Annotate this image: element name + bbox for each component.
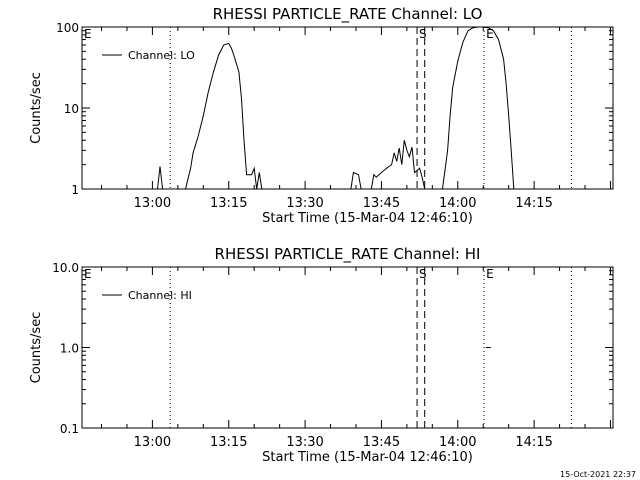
panel1-xtick-label: 13:45 bbox=[363, 196, 400, 211]
panel1-ytick-label: 10 bbox=[64, 102, 79, 116]
panel1-xlabel: Start Time (15-Mar-04 12:46:10) bbox=[262, 211, 473, 226]
panel1-xtick-label: 13:30 bbox=[286, 196, 323, 211]
panel2-marker-label: E bbox=[486, 267, 494, 281]
panel1-title: RHESSI PARTICLE_RATE Channel: LO bbox=[213, 5, 483, 24]
panel2-marker-label: S bbox=[419, 267, 427, 281]
panel1-xtick-label: 13:00 bbox=[134, 196, 171, 211]
panel1-xtick-label: 13:15 bbox=[210, 196, 247, 211]
panel2-ytick-label: 0.1 bbox=[60, 422, 79, 436]
panel1-xtick-label: 14:00 bbox=[439, 196, 476, 211]
panel2-ytick-label: 10.0 bbox=[52, 261, 79, 275]
panel1-series-line bbox=[157, 166, 164, 190]
panel1-marker-label: E bbox=[84, 27, 92, 41]
panel1-series-line bbox=[350, 140, 426, 190]
panel1-marker-label: E bbox=[486, 27, 494, 41]
panel1-ytick-label: 1 bbox=[71, 183, 79, 197]
panel1-series-line bbox=[185, 42, 263, 190]
panel2-ytick-label: 1.0 bbox=[60, 342, 79, 356]
panel1-legend-label: Channel: LO bbox=[128, 49, 195, 62]
panel1-xtick-label: 14:15 bbox=[515, 196, 552, 211]
panel2-title: RHESSI PARTICLE_RATE Channel: HI bbox=[215, 245, 481, 264]
panel1-ytick-label: 100 bbox=[56, 21, 79, 35]
panel2-xtick-label: 13:45 bbox=[363, 435, 400, 450]
panel2-xlabel: Start Time (15-Mar-04 12:46:10) bbox=[262, 450, 473, 465]
panel2-marker-label: E bbox=[84, 267, 92, 281]
panel2-xtick-label: 14:00 bbox=[439, 435, 476, 450]
panel1-marker-label: S bbox=[419, 27, 427, 41]
panel2-ylabel: Counts/sec bbox=[29, 312, 44, 384]
panel2-xtick-label: 13:30 bbox=[286, 435, 323, 450]
panel1-series-line bbox=[442, 26, 515, 190]
panel2-xtick-label: 13:15 bbox=[210, 435, 247, 450]
panel2-legend-label: Channel: HI bbox=[128, 289, 192, 302]
panel1-ylabel: Counts/sec bbox=[29, 72, 44, 144]
panel2-xtick-label: 13:00 bbox=[134, 435, 171, 450]
panel2-xtick-label: 14:15 bbox=[515, 435, 552, 450]
footer-timestamp: 15-Oct-2021 22:37 bbox=[560, 470, 636, 479]
